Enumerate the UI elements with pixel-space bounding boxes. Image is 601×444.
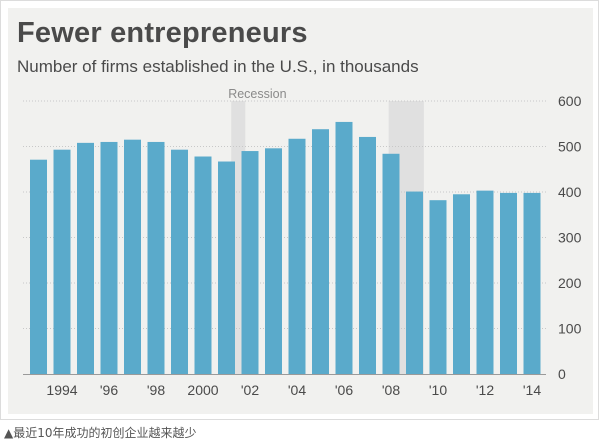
bar-2014 [523, 192, 541, 374]
bar-2008 [382, 153, 400, 374]
x-tick-label-2012: '12 [476, 382, 494, 398]
bar-2007 [359, 136, 376, 374]
y-tick-label-400: 400 [558, 184, 582, 200]
y-tick-label-100: 100 [558, 321, 582, 337]
y-tick-label-0: 0 [558, 366, 566, 382]
x-tick-label-2008: '08 [382, 382, 400, 398]
bar-2005 [312, 129, 329, 374]
bar-2013 [500, 192, 517, 374]
bar-2012 [476, 190, 494, 374]
x-tick-label-2004: '04 [288, 382, 306, 398]
x-tick-label-1998: '98 [147, 382, 165, 398]
bar-1999 [171, 149, 188, 374]
chart-title: Fewer entrepreneurs [17, 17, 308, 49]
bar-2006 [335, 121, 353, 375]
y-tick-label-300: 300 [558, 230, 582, 246]
y-tick-label-600: 600 [558, 93, 582, 109]
bar-2004 [288, 138, 306, 374]
bar-2011 [453, 194, 470, 374]
bar-1995 [77, 142, 94, 374]
x-tick-label-2006: '06 [335, 382, 353, 398]
x-tick-label-1994: 1994 [46, 382, 77, 398]
x-tick-label-2002: '02 [241, 382, 259, 398]
y-tick-label-200: 200 [558, 275, 582, 291]
bar-2001 [218, 161, 235, 374]
x-tick-label-1996: '96 [100, 382, 118, 398]
x-tick-label-2000: 2000 [187, 382, 218, 398]
bar-2002 [241, 151, 259, 374]
bar-1997 [124, 139, 141, 374]
bar-1994 [53, 149, 71, 374]
bar-2009 [406, 191, 423, 374]
bar-1996 [100, 141, 118, 374]
y-tick-label-500: 500 [558, 139, 582, 155]
x-tick-label-2014: '14 [523, 382, 541, 398]
bar-2003 [265, 148, 282, 374]
x-tick-label-2010: '10 [429, 382, 447, 398]
bar-1993 [30, 159, 47, 374]
bar-chart: Recession 0 100 200 300 400 500 600 1994 '96 '98 20… [23, 87, 582, 398]
bar-2010 [429, 200, 447, 374]
recession-label: Recession [228, 87, 286, 101]
bar-1998 [147, 141, 165, 374]
chart-subtitle: Number of firms established in the U.S.,… [17, 57, 419, 76]
chart-frame: Fewer entrepreneurs Number of firms esta… [0, 0, 599, 420]
bar-2000 [194, 156, 212, 374]
image-caption: ▲最近10年成功的初创企业越来越少 [4, 426, 197, 440]
